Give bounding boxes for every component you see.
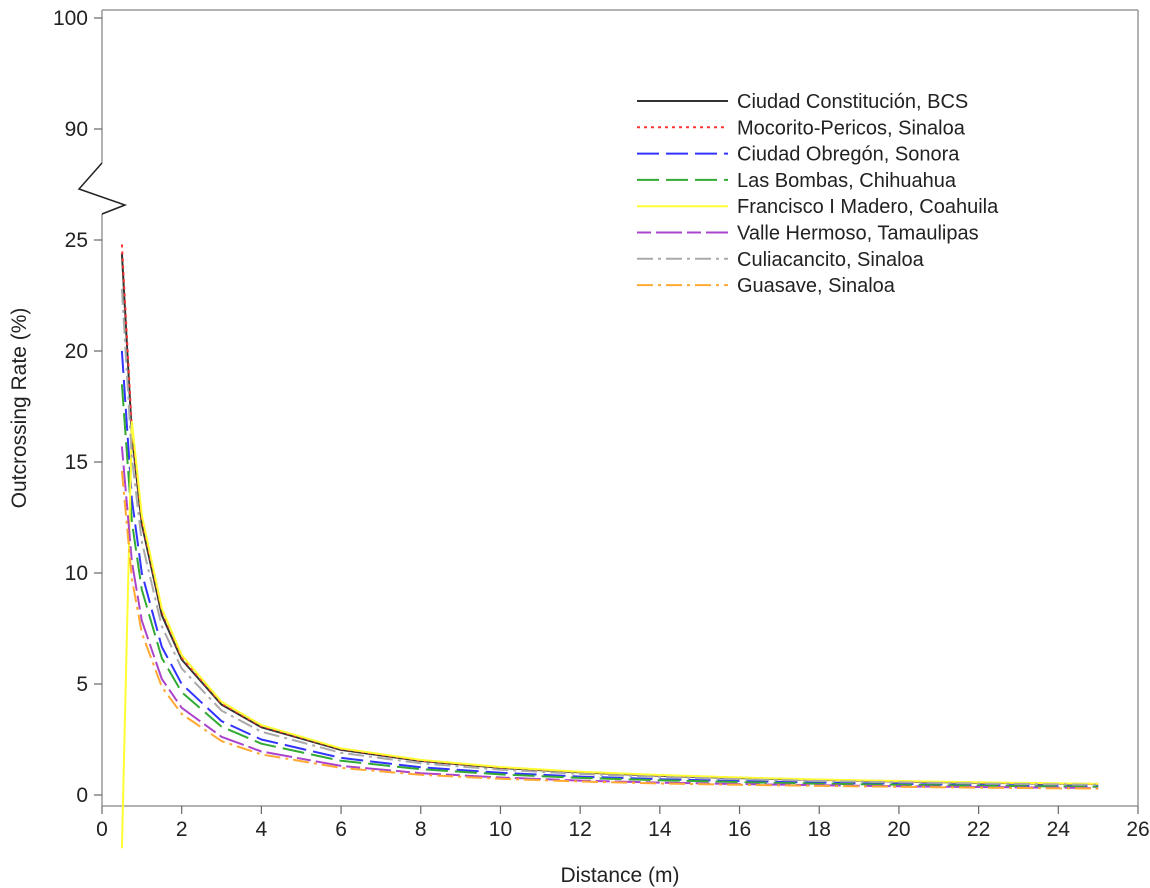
- series-line-8: [120, 470, 1099, 790]
- series-lines: [120, 244, 1099, 849]
- series-line-6: [120, 446, 1099, 790]
- legend-label: Mocorito-Pericos, Sinaloa: [737, 117, 966, 139]
- x-tick-label: 2: [176, 818, 188, 841]
- legend-label: Francisco I Madero, Coahuila: [737, 196, 999, 218]
- legend-label: Ciudad Constitución, BCS: [737, 91, 968, 113]
- series-line-3: [120, 350, 1099, 788]
- series-line-7: [120, 288, 1099, 786]
- series-line-1: [120, 253, 1099, 786]
- x-tick-label: 8: [415, 818, 427, 841]
- x-tick-label: 4: [256, 818, 268, 841]
- y-axis-title: Outcrossing Rate (%): [8, 308, 31, 509]
- y-tick-label: 25: [65, 229, 88, 252]
- legend-label: Guasave, Sinaloa: [737, 275, 896, 297]
- series-line-5: [120, 421, 1099, 849]
- y-tick-label: 15: [65, 451, 88, 474]
- x-tick-label: 6: [335, 818, 347, 841]
- plot-frame: [77, 9, 1139, 807]
- y-tick-label: 0: [76, 784, 88, 807]
- legend-label: Las Bombas, Chihuahua: [737, 170, 957, 192]
- x-tick-label: 18: [808, 818, 831, 841]
- y-tick-label: 90: [65, 118, 88, 141]
- x-tick-label: 12: [568, 818, 591, 841]
- legend-label: Culiacancito, Sinaloa: [737, 249, 925, 271]
- x-tick-label: 24: [1047, 818, 1071, 841]
- series-line-2: [120, 244, 1099, 785]
- y-tick-label: 100: [53, 7, 88, 30]
- x-tick-label: 16: [728, 818, 751, 841]
- x-axis-title: Distance (m): [560, 864, 679, 887]
- axis-break-mark: [77, 162, 128, 215]
- legend-label: Ciudad Obregón, Sonora: [737, 144, 960, 166]
- x-tick-label: 22: [967, 818, 990, 841]
- y-tick-label: 10: [65, 562, 88, 585]
- x-tick-label: 20: [887, 818, 910, 841]
- x-tick-label: 10: [489, 818, 512, 841]
- y-tick-label: 5: [76, 673, 88, 696]
- x-tick-label: 14: [648, 818, 672, 841]
- series-line-4: [120, 384, 1099, 788]
- x-axis: 0 2 4 6 8 10 12 14 16 18 20 22 24 26: [96, 806, 1150, 841]
- legend-label: Valle Hermoso, Tamaulipas: [737, 223, 979, 245]
- x-tick-label: 0: [96, 818, 108, 841]
- y-axis: 0 5 10 15 20 25 90 100: [53, 7, 102, 807]
- y-tick-label: 20: [65, 340, 88, 363]
- legend: Ciudad Constitución, BCS Mocorito-Pericos…: [637, 91, 999, 297]
- x-tick-label: 26: [1126, 818, 1149, 841]
